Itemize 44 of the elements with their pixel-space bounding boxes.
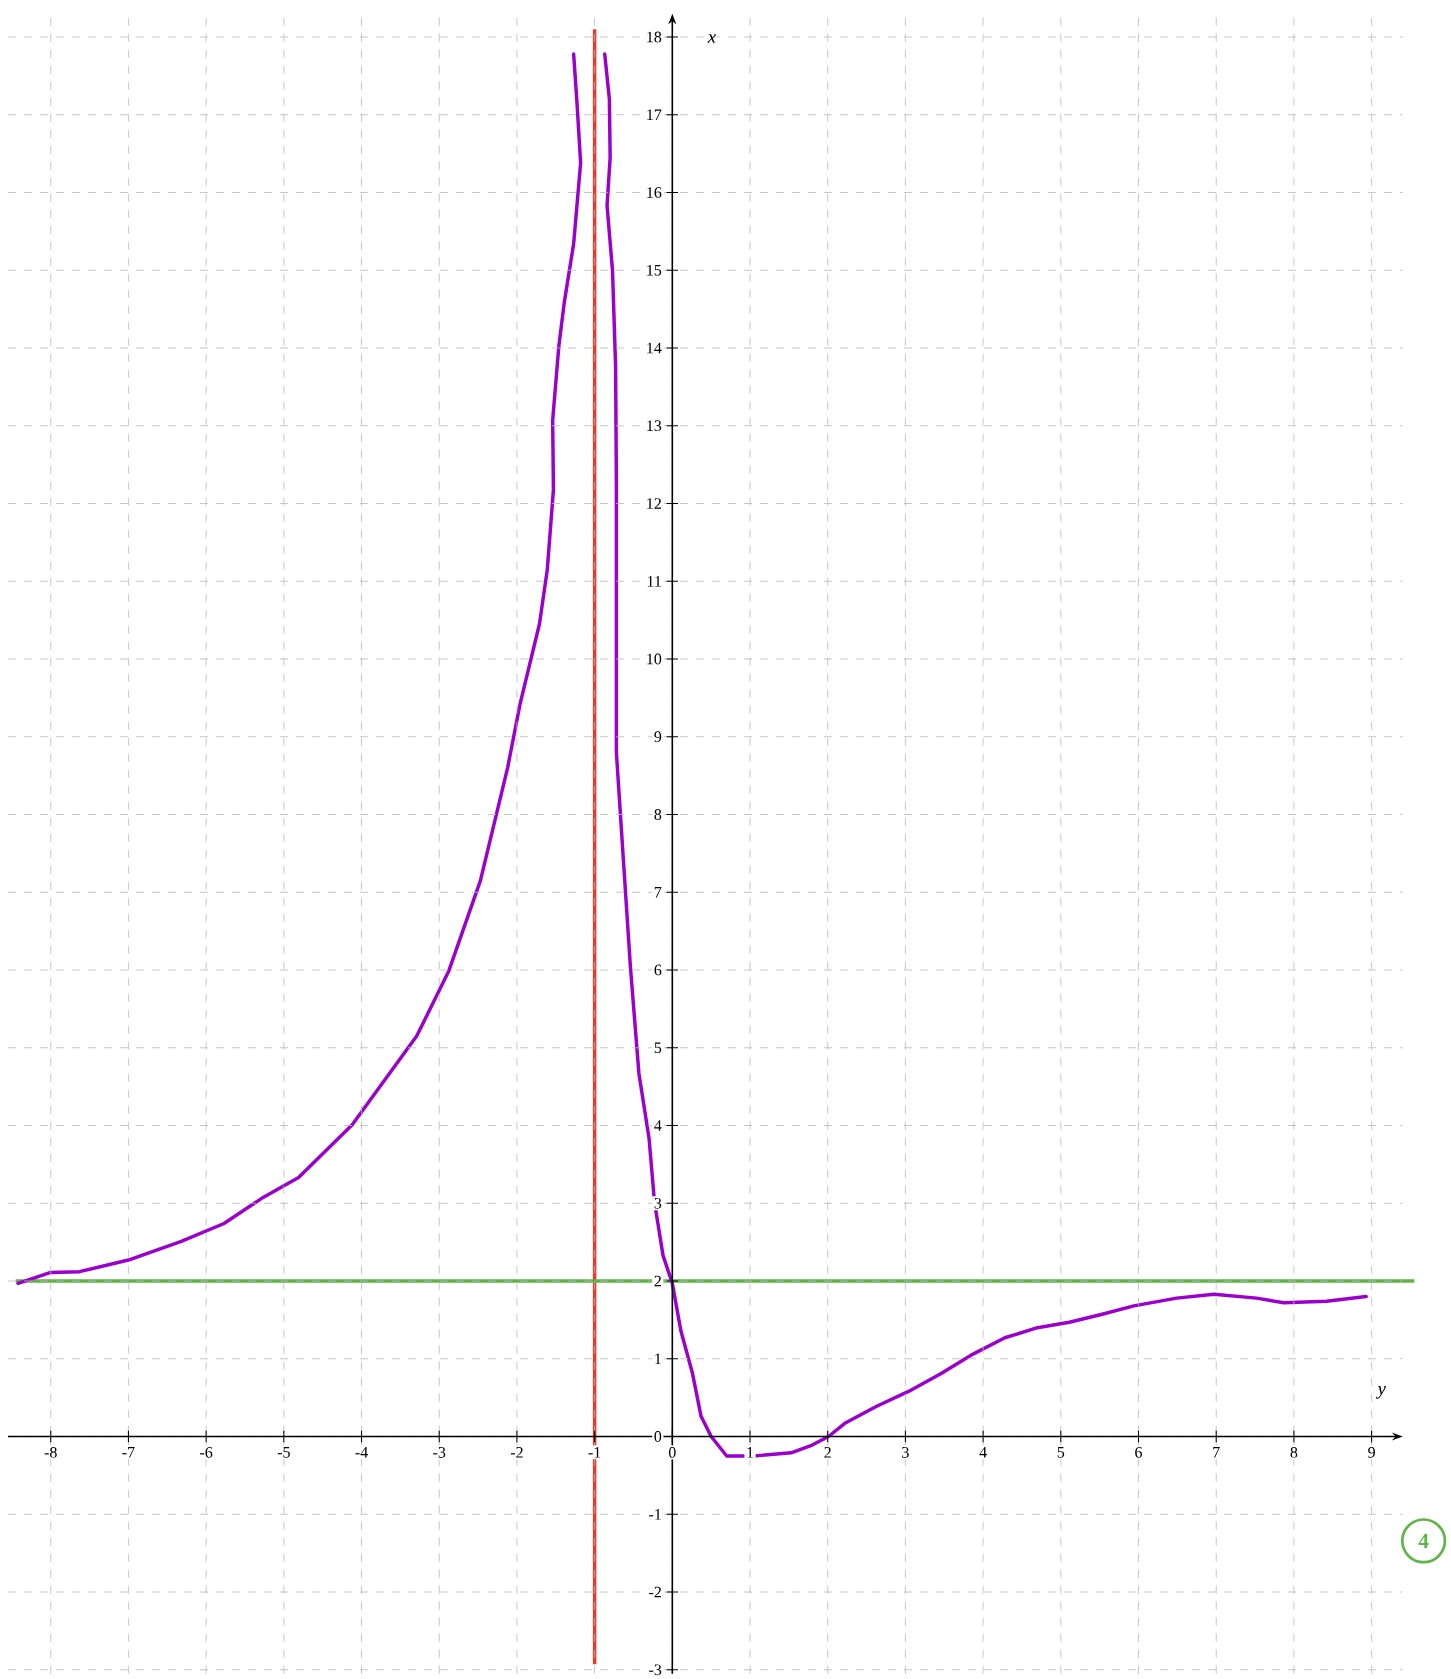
x-tick-label: -1 (588, 1447, 601, 1458)
x-tick-label: 9 (1368, 1447, 1375, 1458)
y-tick-label: 4 (654, 1120, 662, 1131)
y-tick-label: 1 (655, 1353, 661, 1365)
y-tick-label: 16 (647, 187, 662, 198)
x-tick-label: 1 (747, 1447, 754, 1458)
y-tick-label: -1 (649, 1508, 661, 1520)
y-tick-label: 6 (654, 964, 662, 976)
x-tick-label: -7 (122, 1447, 135, 1458)
x-axis-title: y (1376, 1386, 1386, 1399)
x-tick-label: 0 (668, 1447, 676, 1458)
x-tick-label: -4 (355, 1447, 368, 1458)
x-tick-label: -2 (510, 1447, 523, 1458)
y-tick-label: 7 (654, 887, 662, 898)
y-tick-label: -3 (649, 1664, 662, 1676)
x-tick-label: -6 (200, 1447, 213, 1458)
y-tick-label: 9 (654, 731, 662, 743)
y-tick-label: 10 (647, 653, 662, 665)
x-tick-label: 8 (1290, 1447, 1298, 1458)
y-tick-label: 15 (647, 264, 662, 276)
y-tick-label: 12 (647, 498, 661, 509)
y-axis-title: x (707, 34, 716, 43)
y-tick-label: -2 (649, 1586, 661, 1598)
x-tick-label: 7 (1213, 1447, 1220, 1458)
y-tick-label: 2 (654, 1275, 661, 1287)
y-tick-label: 5 (654, 1042, 662, 1054)
y-tick-label: 14 (647, 342, 662, 354)
y-tick-label: 0 (654, 1431, 662, 1442)
x-tick-label: 3 (902, 1447, 909, 1458)
y-tick-label: 17 (647, 109, 662, 121)
y-tick-label: 13 (647, 420, 662, 432)
y-tick-label: 18 (647, 31, 662, 43)
x-tick-label: -8 (44, 1447, 57, 1458)
x-tick-label: 6 (1135, 1447, 1143, 1458)
line-series (16, 52, 583, 1286)
text: 4 (1418, 1533, 1429, 1548)
x-tick-label: -5 (277, 1447, 290, 1458)
x-tick-label: -3 (433, 1447, 446, 1458)
y-tick-label: 11 (647, 575, 661, 587)
y-tick-label: 8 (654, 809, 662, 820)
x-tick-label: 5 (1057, 1447, 1065, 1458)
x-tick-label: 2 (824, 1447, 831, 1458)
y-tick-label: 3 (654, 1197, 662, 1209)
x-tick-label: 4 (979, 1447, 987, 1458)
